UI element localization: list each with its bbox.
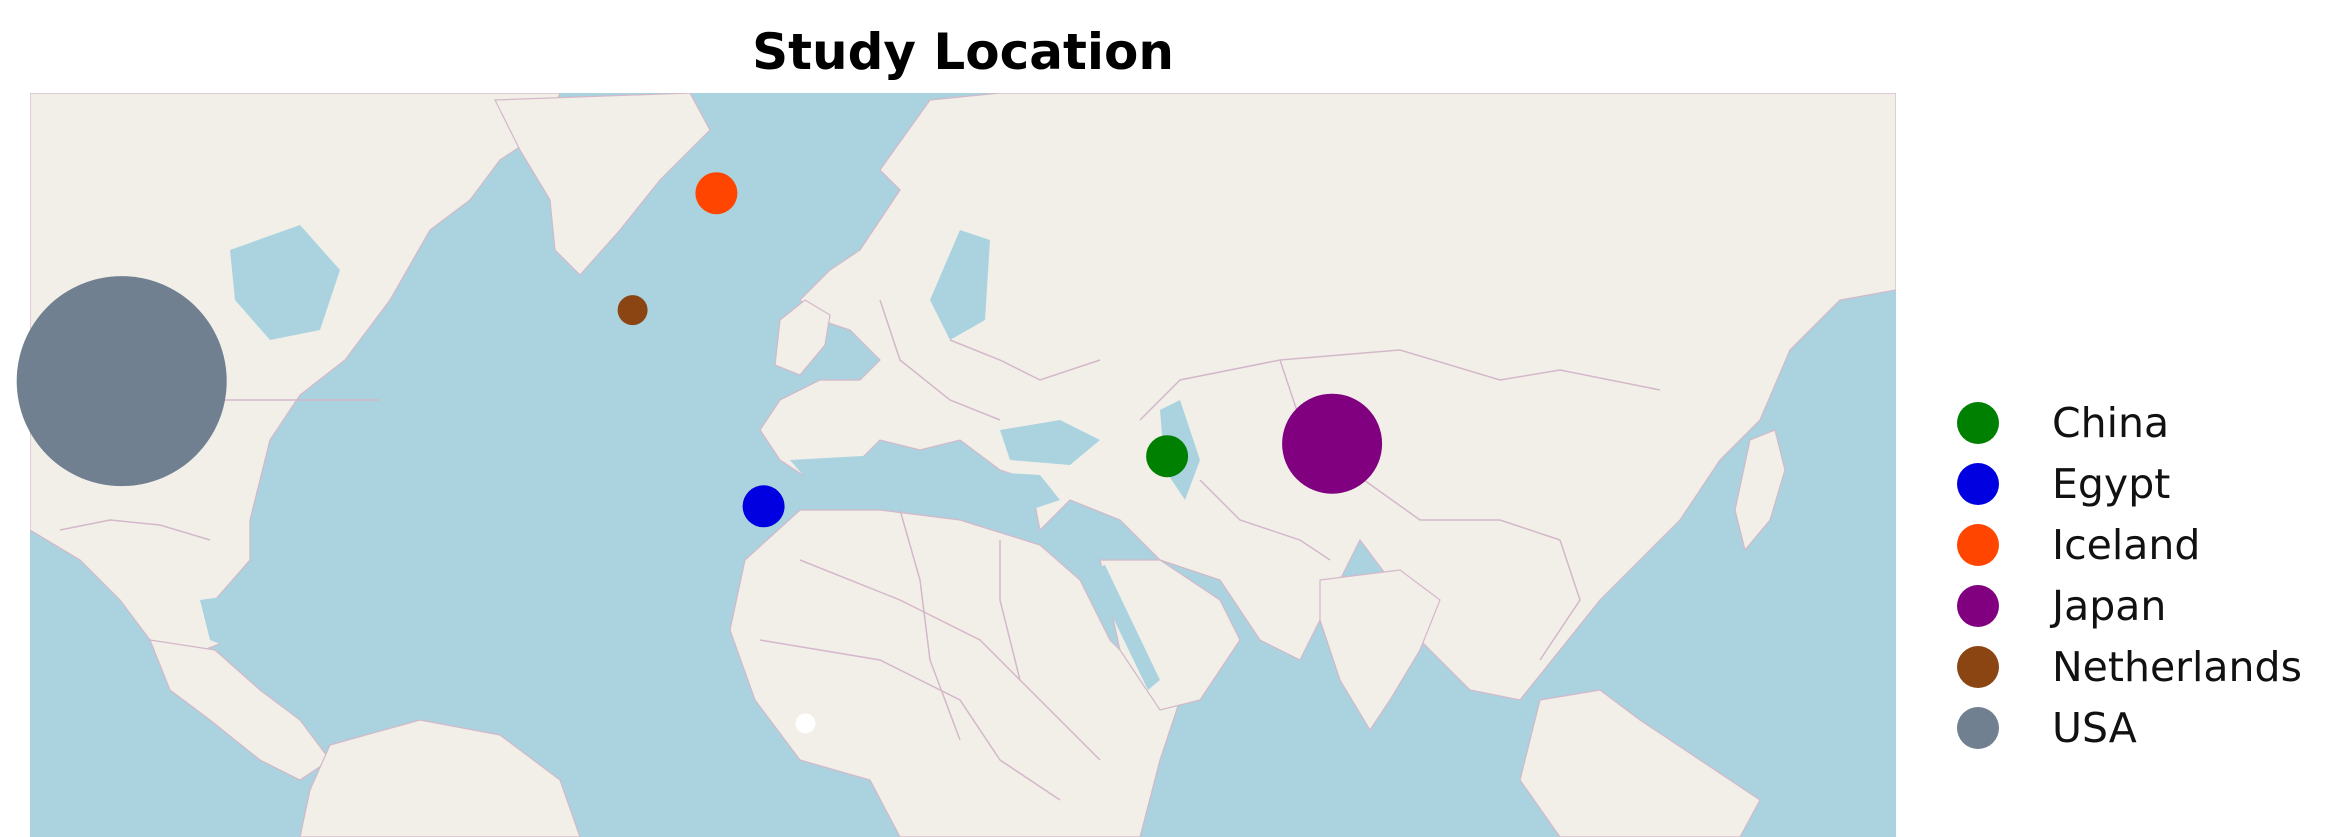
legend-label-netherlands: Netherlands	[2052, 643, 2302, 691]
legend-label-japan: Japan	[2049, 582, 2166, 630]
red-sea	[1090, 565, 1160, 690]
landmass-greenland	[494, 93, 711, 276]
marker-china[interactable]	[1146, 435, 1189, 478]
landmass-north-america	[30, 93, 561, 656]
border-line	[759, 639, 1061, 801]
map-title: Study Location	[752, 23, 1174, 81]
land-layer	[30, 93, 1896, 837]
marker-unlabeled[interactable]	[795, 713, 816, 734]
legend-label-china: China	[2052, 399, 2169, 447]
legend-swatch-japan	[1957, 585, 1999, 627]
legend-swatch-netherlands	[1957, 646, 1999, 688]
legend-swatch-iceland	[1957, 524, 1999, 566]
landmass-southeast-asia	[1519, 689, 1761, 837]
marker-layer	[16, 172, 1383, 734]
legend-label-iceland: Iceland	[2052, 521, 2200, 569]
border-line	[899, 509, 961, 741]
legend-swatch-usa	[1957, 707, 1999, 749]
hudson-bay	[230, 225, 340, 340]
marker-iceland[interactable]	[695, 172, 738, 215]
marker-usa[interactable]	[16, 276, 227, 487]
gulf-of-mexico	[200, 590, 310, 660]
border-line	[879, 299, 1001, 421]
landmass-arabia	[1099, 559, 1241, 711]
basemap	[30, 93, 1896, 837]
black-sea	[1000, 420, 1100, 465]
border-line	[1199, 479, 1331, 561]
border-line	[1139, 349, 1661, 421]
landmass-india	[1319, 569, 1441, 732]
landmass-central-america	[149, 639, 331, 781]
marker-japan[interactable]	[1282, 393, 1383, 494]
marker-netherlands[interactable]	[617, 295, 648, 326]
border-line	[799, 559, 1101, 761]
baltic-sea	[930, 230, 990, 340]
border-line	[999, 540, 1021, 681]
landmass-japan	[1734, 429, 1786, 552]
marker-egypt[interactable]	[742, 485, 785, 528]
inland-waters	[200, 225, 1200, 690]
border-line	[1539, 539, 1581, 661]
landmass-uk	[774, 299, 831, 376]
legend-label-egypt: Egypt	[2052, 460, 2170, 508]
legend-swatch-china	[1957, 402, 1999, 444]
border-line	[949, 339, 1101, 381]
landmass-south-america	[299, 719, 581, 837]
border-line	[59, 519, 211, 541]
legend-swatch-egypt	[1957, 463, 1999, 505]
legend: China Egypt Iceland Japan Netherlands USA	[1957, 399, 2302, 752]
mediterranean-sea	[790, 455, 1060, 520]
legend-label-usa: USA	[2052, 704, 2137, 752]
